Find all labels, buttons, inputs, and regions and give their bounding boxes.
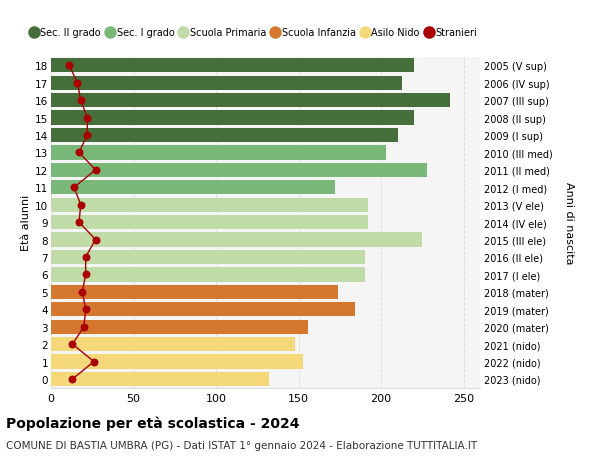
Bar <box>51 163 427 178</box>
Bar <box>51 198 368 213</box>
Bar <box>51 146 386 160</box>
Bar <box>51 320 308 334</box>
Point <box>68 375 77 383</box>
Bar <box>51 181 335 195</box>
Bar <box>51 233 422 247</box>
Point <box>89 358 99 365</box>
Point <box>81 271 91 279</box>
Y-axis label: Età alunni: Età alunni <box>21 195 31 251</box>
Bar <box>51 285 338 299</box>
Text: Popolazione per età scolastica - 2024: Popolazione per età scolastica - 2024 <box>6 415 299 430</box>
Point <box>83 132 92 140</box>
Point <box>81 306 91 313</box>
Point <box>74 149 84 157</box>
Bar <box>51 302 355 317</box>
Bar <box>51 76 403 90</box>
Point <box>76 97 86 105</box>
Text: COMUNE DI BASTIA UMBRA (PG) - Dati ISTAT 1° gennaio 2024 - Elaborazione TUTTITAL: COMUNE DI BASTIA UMBRA (PG) - Dati ISTAT… <box>6 440 477 450</box>
Point <box>76 202 86 209</box>
Legend: Sec. II grado, Sec. I grado, Scuola Primaria, Scuola Infanzia, Asilo Nido, Stran: Sec. II grado, Sec. I grado, Scuola Prim… <box>26 24 481 42</box>
Point <box>83 115 92 122</box>
Point <box>70 184 79 191</box>
Point <box>68 341 77 348</box>
Bar <box>51 94 450 108</box>
Bar <box>51 268 365 282</box>
Bar <box>51 59 414 73</box>
Bar <box>51 250 365 264</box>
Bar <box>51 372 269 386</box>
Bar <box>51 111 414 125</box>
Point <box>81 254 91 261</box>
Point <box>77 289 87 296</box>
Point <box>79 323 89 330</box>
Point <box>74 219 84 226</box>
Bar <box>51 337 295 352</box>
Bar <box>51 129 398 143</box>
Point <box>91 236 100 244</box>
Point <box>64 62 74 70</box>
Point <box>73 80 82 87</box>
Bar <box>51 215 368 230</box>
Point <box>91 167 100 174</box>
Y-axis label: Anni di nascita: Anni di nascita <box>564 181 574 264</box>
Bar <box>51 355 304 369</box>
